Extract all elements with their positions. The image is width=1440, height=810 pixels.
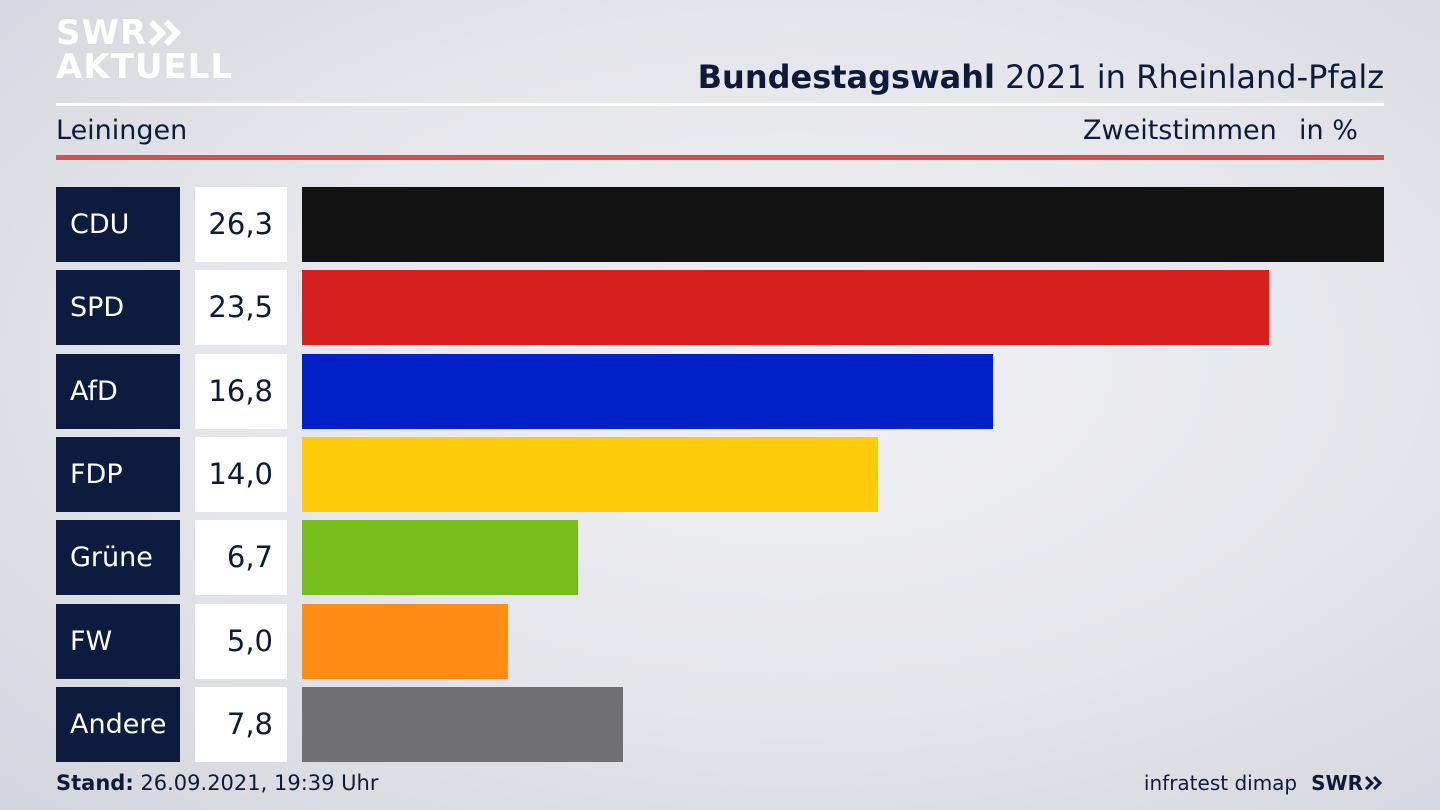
swr-brand-text: SWR (1311, 771, 1363, 795)
bar (302, 604, 508, 679)
double-chevron-icon (149, 20, 182, 46)
page-title: Bundestagswahl 2021 in Rheinland-Pfalz (698, 58, 1384, 96)
party-label: Andere (56, 687, 180, 762)
source-credit: infratest dimap SWR (1144, 771, 1384, 795)
measure-label: Zweitstimmen (1083, 115, 1277, 146)
double-chevron-icon (1364, 775, 1383, 791)
logo-swr-text: SWR (56, 13, 148, 53)
value-label: 26,3 (195, 187, 287, 262)
header-divider (56, 103, 1384, 106)
bar (302, 520, 578, 595)
party-label: CDU (56, 187, 180, 262)
source-label: infratest dimap (1143, 771, 1298, 795)
timestamp: Stand: 26.09.2021, 19:39 Uhr (56, 771, 379, 795)
bar-row: Andere 7,8 (0, 687, 1440, 762)
party-label: AfD (56, 354, 180, 429)
bar (302, 187, 1384, 262)
title-bold: Bundestagswahl (697, 58, 995, 96)
bar-row: FW 5,0 (0, 604, 1440, 679)
bar-row: Grüne 6,7 (0, 520, 1440, 595)
bar-row: AfD 16,8 (0, 354, 1440, 429)
title-rest: 2021 in Rheinland-Pfalz (995, 58, 1384, 96)
bar (302, 687, 623, 762)
bar-row: SPD 23,5 (0, 270, 1440, 345)
value-label: 14,0 (195, 437, 287, 512)
bar-row: FDP 14,0 (0, 437, 1440, 512)
value-label: 5,0 (195, 604, 287, 679)
bar (302, 437, 878, 512)
swr-aktuell-logo: SWR AKTUELL (56, 16, 233, 84)
value-label: 16,8 (195, 354, 287, 429)
stand-value: 26.09.2021, 19:39 Uhr (133, 771, 379, 795)
region-label: Leiningen (56, 115, 188, 146)
party-label: FDP (56, 437, 180, 512)
stand-label: Stand: (56, 771, 134, 795)
bar (302, 270, 1269, 345)
party-label: SPD (56, 270, 180, 345)
bar (302, 354, 993, 429)
unit-label: in % (1299, 115, 1358, 146)
value-label: 23,5 (195, 270, 287, 345)
value-label: 7,8 (195, 687, 287, 762)
bar-row: CDU 26,3 (0, 187, 1440, 262)
logo-aktuell-text: AKTUELL (56, 47, 234, 87)
accent-divider (56, 155, 1384, 160)
party-label: FW (56, 604, 180, 679)
party-label: Grüne (56, 520, 180, 595)
value-label: 6,7 (195, 520, 287, 595)
swr-brand: SWR (1311, 771, 1384, 795)
